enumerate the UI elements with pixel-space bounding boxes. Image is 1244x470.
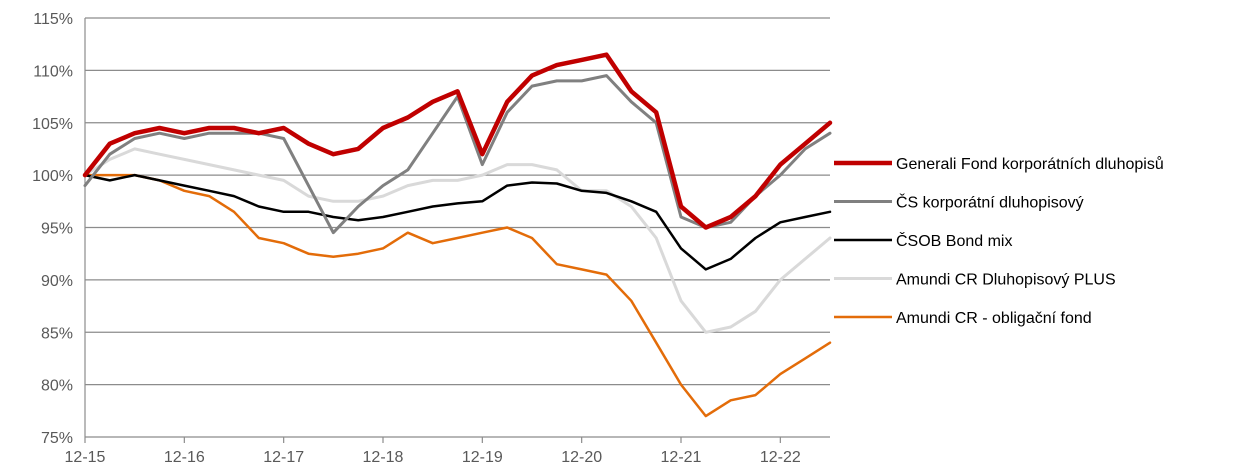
y-tick-label: 80% — [41, 378, 73, 395]
x-tick-label: 12-17 — [263, 449, 304, 466]
y-tick-label: 105% — [32, 116, 73, 133]
x-tick-label: 12-15 — [65, 449, 106, 466]
y-tick-label: 95% — [41, 221, 73, 238]
gridlines — [85, 17, 830, 438]
y-axis: 75% 80% 85% 90% 95% 100% 105% 110% 115% — [32, 11, 86, 447]
series-line — [83, 173, 832, 418]
y-tick-label: 110% — [33, 63, 73, 80]
x-tick-label: 12-16 — [164, 449, 205, 466]
legend-label: Generali Fond korporátních dluhopisů — [896, 155, 1164, 173]
series-line — [82, 52, 833, 230]
x-tick-label: 12-21 — [661, 449, 702, 466]
x-tick-label: 12-20 — [561, 449, 602, 466]
y-tick-label: 90% — [41, 273, 73, 290]
y-tick-label: 115% — [33, 11, 73, 28]
x-tick-label: 12-22 — [760, 449, 801, 466]
legend: Generali Fond korporátních dluhopisů ČS k… — [834, 155, 1164, 327]
y-tick-label: 75% — [41, 430, 73, 447]
legend-label: Amundi CR - obligační fond — [896, 310, 1092, 327]
y-tick-label: 100% — [32, 168, 73, 185]
legend-label: Amundi CR Dluhopisový PLUS — [896, 272, 1116, 289]
x-tick-label: 12-19 — [462, 449, 503, 466]
series-line — [83, 74, 832, 235]
legend-label: ČSOB Bond mix — [896, 231, 1012, 250]
legend-label: ČS korporátní dluhopisový — [896, 193, 1084, 212]
y-tick-label: 85% — [41, 325, 73, 342]
series-lines — [82, 52, 833, 418]
x-tick-label: 12-18 — [363, 449, 404, 466]
series-line — [83, 147, 832, 334]
x-axis: 12-15 12-16 12-17 12-18 12-19 12-20 12-21 12-22 — [65, 437, 801, 466]
series-line — [83, 173, 832, 271]
